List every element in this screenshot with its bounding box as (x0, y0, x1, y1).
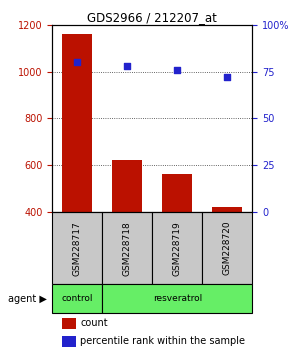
Text: GSM228717: GSM228717 (73, 221, 82, 275)
Text: GSM228720: GSM228720 (223, 221, 232, 275)
Text: percentile rank within the sample: percentile rank within the sample (80, 336, 245, 346)
Point (225, 74, 230, 80)
Text: count: count (80, 318, 108, 328)
Bar (62, 34, 92, 305)
Text: resveratrol: resveratrol (153, 294, 202, 303)
Point (175, 67, 180, 73)
Bar (62, 318, 76, 329)
Text: GSM228718: GSM228718 (123, 221, 132, 275)
Bar (152, 212, 202, 285)
Point (125, 63, 130, 69)
Bar (52, 285, 102, 313)
Bar (102, 285, 252, 313)
Bar (112, 160, 142, 305)
Text: agent ▶: agent ▶ (8, 294, 46, 304)
Bar (162, 175, 192, 305)
Bar (62, 336, 76, 347)
Title: GDS2966 / 212207_at: GDS2966 / 212207_at (87, 11, 217, 24)
Point (75, 59, 79, 65)
Bar (102, 212, 152, 285)
Bar (52, 212, 102, 285)
Bar (202, 212, 252, 285)
Bar (212, 207, 242, 305)
Text: control: control (61, 294, 93, 303)
Text: GSM228719: GSM228719 (173, 221, 182, 275)
